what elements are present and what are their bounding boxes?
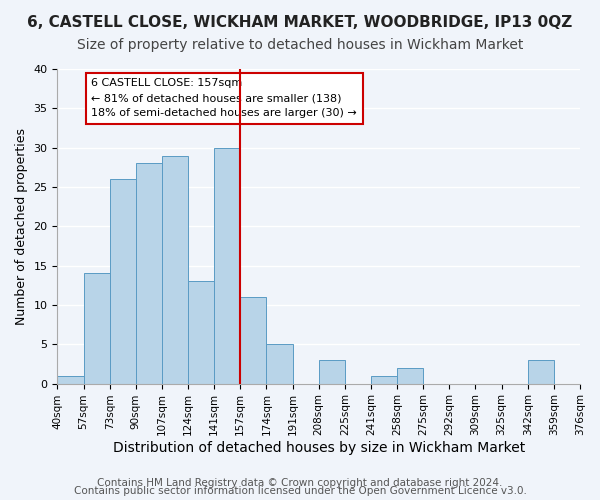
Bar (136, 164, 162, 384)
Bar (162, 156, 188, 384)
Text: Contains HM Land Registry data © Crown copyright and database right 2024.: Contains HM Land Registry data © Crown c… (97, 478, 503, 488)
Bar (58, 376, 83, 384)
Bar (188, 282, 214, 384)
Text: 6, CASTELL CLOSE, WICKHAM MARKET, WOODBRIDGE, IP13 0QZ: 6, CASTELL CLOSE, WICKHAM MARKET, WOODBR… (28, 15, 572, 30)
Bar (371, 376, 397, 384)
X-axis label: Distribution of detached houses by size in Wickham Market: Distribution of detached houses by size … (113, 441, 525, 455)
Bar (241, 297, 266, 384)
Text: Contains public sector information licensed under the Open Government Licence v3: Contains public sector information licen… (74, 486, 526, 496)
Bar (528, 360, 554, 384)
Bar (83, 274, 110, 384)
Bar (319, 360, 345, 384)
Bar (110, 179, 136, 384)
Bar (266, 344, 293, 384)
Text: Size of property relative to detached houses in Wickham Market: Size of property relative to detached ho… (77, 38, 523, 52)
Bar (214, 148, 241, 384)
Y-axis label: Number of detached properties: Number of detached properties (15, 128, 28, 325)
Text: 6 CASTELL CLOSE: 157sqm
← 81% of detached houses are smaller (138)
18% of semi-d: 6 CASTELL CLOSE: 157sqm ← 81% of detache… (91, 78, 357, 118)
Bar (397, 368, 423, 384)
